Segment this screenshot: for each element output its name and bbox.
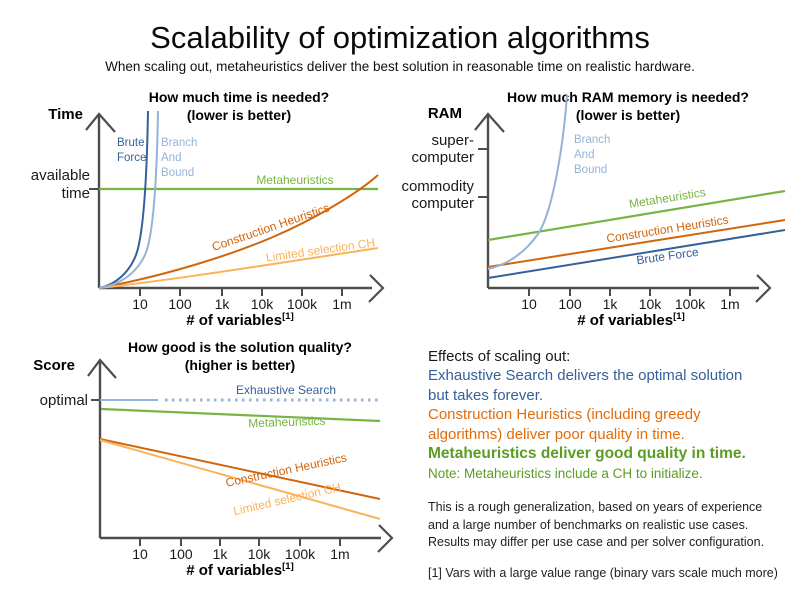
commodity-computer-label-line1: commodity — [401, 178, 474, 195]
time-tick-10: 10 — [132, 296, 148, 312]
ram-tick-100k: 100k — [675, 296, 706, 312]
time-chart: How much time is needed? (lower is bette… — [31, 89, 385, 329]
disclaimer-line3: Results may differ per use case and per … — [428, 535, 765, 549]
ram-branch-and-bound-label-line3: Bound — [574, 164, 607, 176]
time-tick-100: 100 — [168, 296, 192, 312]
exhaustive-search-effect-line2: but takes forever. — [428, 386, 544, 404]
ram-brute-force-label: Brute Force — [635, 245, 699, 268]
exhaustive-search-effect-line1: Exhaustive Search delivers the optimal s… — [428, 367, 743, 384]
ram-x-axis-label-text: # of variables — [577, 312, 673, 329]
ram-branch-and-bound-label-line1: Branch — [574, 134, 610, 146]
score-metaheuristics-label: Metaheuristics — [248, 414, 326, 431]
score-x-axis-label: # of variables[1] — [186, 561, 294, 579]
ram-chart-title: How much RAM memory is needed? — [507, 89, 749, 105]
score-y-axis-label: Score — [33, 357, 75, 374]
time-brute-force-label-line2: Force — [117, 152, 146, 164]
score-chart-better-note: (higher is better) — [185, 357, 295, 373]
score-x-axis-arrowhead — [377, 524, 394, 553]
score-metaheuristics-line — [100, 407, 381, 423]
time-tick-10k: 10k — [251, 296, 275, 312]
ram-tick-1k: 1k — [603, 296, 619, 312]
construction-heuristics-effect-line2: algorithms) deliver poor quality in time… — [428, 425, 685, 443]
ram-chart: How much RAM memory is needed? (lower is… — [401, 89, 786, 329]
effects-text-block: Effects of scaling out: Exhaustive Searc… — [428, 347, 796, 582]
time-chart-title: How much time is needed? — [149, 89, 329, 105]
ram-x-axis-footnote-ref: [1] — [673, 311, 685, 322]
disclaimer: This is a rough generalization, based on… — [428, 499, 796, 552]
disclaimer-line1: This is a rough generalization, based on… — [428, 500, 763, 514]
construction-heuristics-effect-line1: Construction Heuristics (including greed… — [428, 406, 701, 423]
score-tick-100: 100 — [169, 546, 193, 562]
available-time-label-line2: time — [62, 185, 90, 202]
page-title: Scalability of optimization algorithms — [150, 20, 650, 55]
ram-tick-1m: 1m — [720, 296, 739, 312]
time-y-axis-arrowhead — [85, 112, 116, 133]
available-time-label-line1: available — [31, 167, 90, 184]
score-chart-title: How good is the solution quality? — [128, 339, 352, 355]
ram-tick-10k: 10k — [639, 296, 663, 312]
score-tick-100k: 100k — [285, 546, 316, 562]
score-tick-10: 10 — [132, 546, 148, 562]
ram-y-axis-ticks — [478, 148, 488, 198]
ram-x-axis-arrowhead — [755, 274, 772, 303]
optimal-label: optimal — [40, 392, 88, 409]
score-exhaustive-search-label: Exhaustive Search — [236, 383, 336, 397]
supercomputer-label-line1: super- — [431, 132, 474, 149]
metaheuristics-note: Note: Metaheuristics include a CH to ini… — [428, 466, 703, 481]
score-tick-10k: 10k — [248, 546, 272, 562]
score-x-axis-footnote-ref: [1] — [282, 561, 294, 572]
ram-construction-heuristics-line — [487, 219, 786, 268]
time-limited-selection-ch-curve — [98, 247, 379, 289]
ram-x-axis-label: # of variables[1] — [577, 311, 685, 329]
score-limited-selection-ch-line — [99, 439, 381, 520]
time-metaheuristics-label: Metaheuristics — [256, 173, 333, 187]
time-tick-100k: 100k — [287, 296, 318, 312]
time-x-axis-label-text: # of variables — [186, 312, 282, 329]
time-branch-and-bound-curve — [98, 110, 159, 289]
ram-metaheuristics-label: Metaheuristics — [628, 185, 707, 211]
time-tick-1k: 1k — [215, 296, 231, 312]
footnote: [1] Vars with a large value range (binar… — [428, 565, 778, 580]
score-tick-1k: 1k — [213, 546, 229, 562]
time-limited-selection-ch-label: Limited selection CH — [265, 235, 376, 264]
time-construction-heuristics-curve — [98, 174, 379, 289]
disclaimer-line2: and a large number of benchmarks on real… — [428, 517, 749, 532]
ram-y-axis-label: RAM — [428, 105, 462, 122]
effects-heading: Effects of scaling out: — [428, 348, 571, 365]
time-x-axis-footnote-ref: [1] — [282, 311, 294, 322]
score-limited-selection-ch-label: Limited selection CH — [232, 480, 342, 518]
score-x-axis-ticks — [139, 538, 341, 546]
time-brute-force-label-line1: Brute — [117, 137, 145, 149]
ram-branch-and-bound-curve — [487, 94, 568, 270]
time-tick-1m: 1m — [332, 296, 351, 312]
score-tick-1m: 1m — [330, 546, 349, 562]
ram-branch-and-bound-label-line2: And — [574, 149, 594, 161]
time-branch-and-bound-label-line1: Branch — [161, 137, 197, 149]
time-x-axis-label: # of variables[1] — [186, 311, 294, 329]
time-branch-and-bound-label-line3: Bound — [161, 167, 194, 179]
ram-y-axis-arrowhead — [474, 112, 505, 133]
time-branch-and-bound-label-line2: And — [161, 152, 181, 164]
ram-x-axis-ticks — [528, 288, 731, 296]
score-x-axis-label-text: # of variables — [186, 562, 282, 579]
metaheuristics-effect: Metaheuristics deliver good quality in t… — [428, 445, 746, 462]
ram-chart-better-note: (lower is better) — [576, 107, 680, 123]
time-brute-force-curve — [98, 110, 149, 289]
ram-brute-force-line — [487, 229, 786, 279]
ram-tick-10: 10 — [521, 296, 537, 312]
ram-tick-100: 100 — [558, 296, 582, 312]
score-construction-heuristics-line — [99, 438, 381, 500]
time-x-axis-ticks — [139, 288, 343, 296]
score-y-axis-arrowhead — [87, 358, 117, 379]
time-y-axis-label: Time — [48, 106, 83, 123]
ram-metaheuristics-line — [487, 189, 786, 242]
supercomputer-label-line2: computer — [411, 149, 474, 166]
time-x-axis-arrowhead — [368, 274, 385, 303]
time-chart-better-note: (lower is better) — [187, 107, 291, 123]
score-chart: How good is the solution quality? (highe… — [33, 339, 394, 579]
page-subtitle: When scaling out, metaheuristics deliver… — [105, 59, 695, 74]
commodity-computer-label-line2: computer — [411, 195, 474, 212]
